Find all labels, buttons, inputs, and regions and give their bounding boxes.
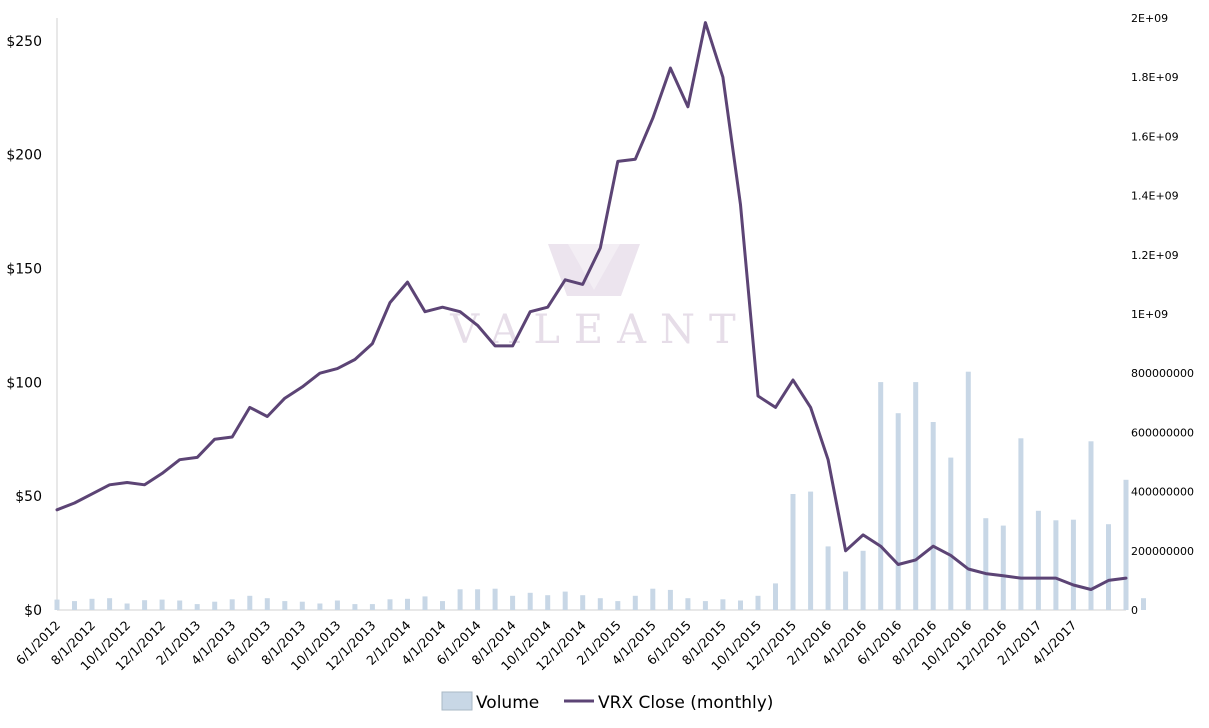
volume-bar (650, 588, 656, 610)
volume-bar (702, 601, 708, 610)
right-tick-label: 1.2E+09 (1131, 249, 1179, 262)
volume-bar (965, 371, 971, 610)
right-tick-label: 1.4E+09 (1131, 190, 1179, 203)
volume-bar (1053, 520, 1059, 610)
left-tick-label: $150 (6, 262, 42, 278)
right-tick-label: 2E+09 (1131, 12, 1168, 25)
volume-bar (895, 413, 901, 610)
volume-bar (527, 592, 533, 610)
legend: Volume VRX Close (monthly) (441, 691, 773, 713)
volume-bar (1035, 510, 1041, 610)
valeant-watermark: VALEANT (449, 244, 736, 353)
volume-bar (457, 589, 463, 610)
volume-bar (1000, 525, 1006, 610)
axes (56, 18, 1126, 611)
volume-bars (54, 371, 1146, 610)
volume-bar (1141, 598, 1146, 610)
volume-bar (159, 599, 165, 610)
volume-bar (212, 601, 218, 610)
volume-bar (387, 599, 393, 610)
volume-bar (422, 596, 428, 610)
volume-bar (860, 550, 866, 610)
volume-bar (1018, 438, 1024, 610)
volume-bar (282, 601, 288, 610)
left-axis-ticks: $0 $50 $100 $150 $200 $250 (6, 34, 42, 619)
volume-bar (405, 598, 410, 610)
volume-bar (264, 598, 270, 610)
volume-bar (194, 604, 200, 610)
volume-bar (54, 599, 60, 610)
volume-bar (790, 494, 796, 610)
close-price-line (55, 21, 1128, 591)
volume-bar (720, 599, 726, 610)
left-tick-label: $250 (6, 34, 42, 50)
volume-bar (983, 518, 989, 610)
volume-bar (1070, 519, 1076, 610)
volume-bar (878, 382, 884, 610)
left-tick-label: $100 (6, 375, 42, 391)
volume-bar (72, 601, 77, 610)
left-tick-label: $200 (6, 148, 42, 164)
volume-bar (334, 600, 340, 610)
volume-bar (1106, 524, 1111, 610)
volume-bar (913, 382, 919, 610)
volume-bar (107, 598, 113, 610)
volume-bar (510, 595, 516, 610)
right-tick-label: 0 (1131, 604, 1138, 617)
right-tick-label: 800000000 (1131, 367, 1194, 380)
right-tick-label: 200000000 (1131, 545, 1194, 558)
watermark-logo-shape-inner (568, 244, 620, 290)
legend-volume-label: Volume (476, 693, 539, 713)
volume-bar (843, 571, 849, 610)
right-tick-label: 1.6E+09 (1131, 130, 1179, 143)
volume-bar (632, 595, 638, 610)
volume-bar (369, 604, 375, 610)
volume-bar (808, 491, 814, 610)
volume-bar (580, 595, 586, 610)
right-axis-ticks: 0 200000000 400000000 600000000 800000000 1E+… (1131, 12, 1194, 617)
volume-bar (1088, 441, 1094, 610)
right-tick-label: 1E+09 (1131, 308, 1168, 321)
volume-bar (825, 546, 831, 610)
volume-bar (492, 588, 498, 610)
volume-bar (317, 603, 323, 610)
volume-bar (773, 583, 778, 610)
volume-bar (299, 601, 305, 610)
volume-bar (1123, 479, 1129, 610)
volume-bar (597, 598, 603, 610)
volume-bar (667, 589, 673, 610)
volume-bar (685, 598, 691, 610)
volume-bar (124, 603, 130, 610)
volume-bar (177, 600, 183, 610)
volume-bar (142, 600, 148, 610)
volume-bar (545, 595, 551, 610)
right-tick-label: 600000000 (1131, 426, 1194, 439)
volume-bar (562, 591, 568, 610)
volume-bar (948, 457, 954, 610)
legend-close-label: VRX Close (monthly) (598, 693, 773, 713)
volume-bar (738, 600, 743, 610)
right-tick-label: 400000000 (1131, 486, 1194, 499)
legend-volume-swatch (441, 691, 473, 711)
right-tick-label: 1.8E+09 (1131, 71, 1179, 84)
volume-bar (352, 604, 358, 610)
volume-bar (440, 601, 445, 610)
volume-bar (247, 595, 253, 610)
volume-bar (930, 422, 936, 610)
volume-bar (229, 599, 235, 610)
volume-bar (89, 598, 95, 610)
x-axis-ticks: 6/1/20128/1/201210/1/201212/1/20122/1/20… (13, 617, 1080, 673)
left-tick-label: $50 (15, 489, 42, 505)
volume-bar (615, 601, 621, 610)
left-tick-label: $0 (24, 603, 42, 619)
close-price-series (55, 21, 1128, 591)
volume-bar (755, 595, 761, 610)
volume-bar (475, 589, 481, 610)
